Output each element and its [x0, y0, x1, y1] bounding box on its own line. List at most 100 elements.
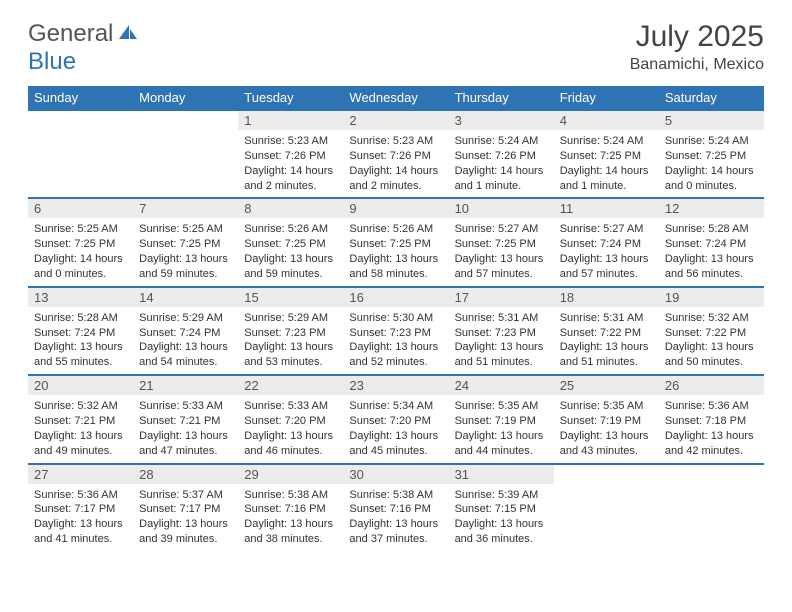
calendar-cell: 20Sunrise: 5:32 AMSunset: 7:21 PMDayligh… [28, 375, 133, 463]
sunset-text: Sunset: 7:20 PM [349, 414, 442, 429]
day-number: 12 [659, 199, 764, 218]
location-label: Banamichi, Mexico [630, 56, 764, 74]
brand-logo: GeneralBlue [28, 20, 139, 76]
day-details: Sunrise: 5:39 AMSunset: 7:15 PMDaylight:… [449, 484, 554, 551]
day-number: 24 [449, 376, 554, 395]
sunrise-text: Sunrise: 5:34 AM [349, 399, 442, 414]
brand-part2: Blue [28, 48, 76, 75]
day-number: 6 [28, 199, 133, 218]
day-number: 7 [133, 199, 238, 218]
sunset-text: Sunset: 7:23 PM [244, 326, 337, 341]
sunrise-text: Sunrise: 5:28 AM [665, 222, 758, 237]
day-number: 26 [659, 376, 764, 395]
day-details: Sunrise: 5:35 AMSunset: 7:19 PMDaylight:… [449, 395, 554, 462]
sunset-text: Sunset: 7:16 PM [349, 502, 442, 517]
calendar-cell: 15Sunrise: 5:29 AMSunset: 7:23 PMDayligh… [238, 287, 343, 375]
day-details: Sunrise: 5:24 AMSunset: 7:25 PMDaylight:… [659, 130, 764, 197]
sunrise-text: Sunrise: 5:26 AM [349, 222, 442, 237]
daylight-text: Daylight: 13 hours and 53 minutes. [244, 340, 337, 370]
calendar-cell [133, 110, 238, 198]
daylight-text: Daylight: 14 hours and 0 minutes. [34, 252, 127, 282]
sunrise-text: Sunrise: 5:35 AM [455, 399, 548, 414]
daylight-text: Daylight: 13 hours and 39 minutes. [139, 517, 232, 547]
day-details: Sunrise: 5:26 AMSunset: 7:25 PMDaylight:… [343, 218, 448, 285]
sunrise-text: Sunrise: 5:26 AM [244, 222, 337, 237]
calendar-cell [28, 110, 133, 198]
day-number: 9 [343, 199, 448, 218]
sunset-text: Sunset: 7:21 PM [34, 414, 127, 429]
calendar-cell: 9Sunrise: 5:26 AMSunset: 7:25 PMDaylight… [343, 198, 448, 286]
calendar-cell: 5Sunrise: 5:24 AMSunset: 7:25 PMDaylight… [659, 110, 764, 198]
day-details: Sunrise: 5:34 AMSunset: 7:20 PMDaylight:… [343, 395, 448, 462]
day-number: 25 [554, 376, 659, 395]
calendar-cell: 7Sunrise: 5:25 AMSunset: 7:25 PMDaylight… [133, 198, 238, 286]
sunset-text: Sunset: 7:26 PM [349, 149, 442, 164]
daylight-text: Daylight: 13 hours and 36 minutes. [455, 517, 548, 547]
day-details: Sunrise: 5:23 AMSunset: 7:26 PMDaylight:… [238, 130, 343, 197]
calendar-cell: 30Sunrise: 5:38 AMSunset: 7:16 PMDayligh… [343, 464, 448, 552]
calendar-cell [554, 464, 659, 552]
daylight-text: Daylight: 13 hours and 45 minutes. [349, 429, 442, 459]
sunrise-text: Sunrise: 5:35 AM [560, 399, 653, 414]
day-header: Tuesday [238, 86, 343, 110]
calendar-cell: 13Sunrise: 5:28 AMSunset: 7:24 PMDayligh… [28, 287, 133, 375]
day-details: Sunrise: 5:36 AMSunset: 7:17 PMDaylight:… [28, 484, 133, 551]
sunrise-text: Sunrise: 5:24 AM [455, 134, 548, 149]
sunset-text: Sunset: 7:25 PM [560, 149, 653, 164]
sunset-text: Sunset: 7:25 PM [349, 237, 442, 252]
sunrise-text: Sunrise: 5:28 AM [34, 311, 127, 326]
sunset-text: Sunset: 7:25 PM [455, 237, 548, 252]
daylight-text: Daylight: 14 hours and 0 minutes. [665, 164, 758, 194]
daylight-text: Daylight: 13 hours and 56 minutes. [665, 252, 758, 282]
sunset-text: Sunset: 7:20 PM [244, 414, 337, 429]
calendar-cell: 21Sunrise: 5:33 AMSunset: 7:21 PMDayligh… [133, 375, 238, 463]
sunrise-text: Sunrise: 5:24 AM [560, 134, 653, 149]
daylight-text: Daylight: 14 hours and 2 minutes. [349, 164, 442, 194]
daylight-text: Daylight: 13 hours and 41 minutes. [34, 517, 127, 547]
day-details: Sunrise: 5:38 AMSunset: 7:16 PMDaylight:… [238, 484, 343, 551]
daylight-text: Daylight: 13 hours and 57 minutes. [455, 252, 548, 282]
calendar-cell: 12 Sunrise: 5:28 AMSunset: 7:24 PMDayligh… [659, 198, 764, 286]
sunset-text: Sunset: 7:25 PM [244, 237, 337, 252]
daylight-text: Daylight: 13 hours and 50 minutes. [665, 340, 758, 370]
daylight-text: Daylight: 13 hours and 37 minutes. [349, 517, 442, 547]
sunset-text: Sunset: 7:25 PM [139, 237, 232, 252]
sunrise-text: Sunrise: 5:33 AM [139, 399, 232, 414]
daylight-text: Daylight: 13 hours and 54 minutes. [139, 340, 232, 370]
daylight-text: Daylight: 14 hours and 2 minutes. [244, 164, 337, 194]
sunset-text: Sunset: 7:26 PM [455, 149, 548, 164]
daylight-text: Daylight: 13 hours and 55 minutes. [34, 340, 127, 370]
sunrise-text: Sunrise: 5:39 AM [455, 488, 548, 503]
daylight-text: Daylight: 13 hours and 52 minutes. [349, 340, 442, 370]
sunset-text: Sunset: 7:24 PM [560, 237, 653, 252]
sunrise-text: Sunrise: 5:27 AM [560, 222, 653, 237]
sunrise-text: Sunrise: 5:23 AM [244, 134, 337, 149]
day-details: Sunrise: 5:32 AMSunset: 7:22 PMDaylight:… [659, 307, 764, 374]
calendar-cell: 10Sunrise: 5:27 AMSunset: 7:25 PMDayligh… [449, 198, 554, 286]
sunrise-text: Sunrise: 5:36 AM [34, 488, 127, 503]
daylight-text: Daylight: 13 hours and 44 minutes. [455, 429, 548, 459]
sunset-text: Sunset: 7:24 PM [665, 237, 758, 252]
day-number: 14 [133, 288, 238, 307]
day-number: 10 [449, 199, 554, 218]
calendar-cell: 29Sunrise: 5:38 AMSunset: 7:16 PMDayligh… [238, 464, 343, 552]
sunset-text: Sunset: 7:17 PM [139, 502, 232, 517]
sunrise-text: Sunrise: 5:31 AM [455, 311, 548, 326]
sunset-text: Sunset: 7:24 PM [139, 326, 232, 341]
day-number: 28 [133, 465, 238, 484]
daylight-text: Daylight: 13 hours and 49 minutes. [34, 429, 127, 459]
day-details: Sunrise: 5:32 AMSunset: 7:21 PMDaylight:… [28, 395, 133, 462]
brand-part1: General [28, 20, 113, 47]
day-details: Sunrise: 5:23 AMSunset: 7:26 PMDaylight:… [343, 130, 448, 197]
day-header: Monday [133, 86, 238, 110]
sunrise-text: Sunrise: 5:33 AM [244, 399, 337, 414]
calendar-cell [659, 464, 764, 552]
day-number: 23 [343, 376, 448, 395]
daylight-text: Daylight: 13 hours and 46 minutes. [244, 429, 337, 459]
day-details: Sunrise: 5:24 AMSunset: 7:25 PMDaylight:… [554, 130, 659, 197]
day-details: Sunrise: 5:27 AMSunset: 7:24 PMDaylight:… [554, 218, 659, 285]
day-number: 31 [449, 465, 554, 484]
sunset-text: Sunset: 7:22 PM [665, 326, 758, 341]
calendar-week: 1Sunrise: 5:23 AMSunset: 7:26 PMDaylight… [28, 110, 764, 198]
daylight-text: Daylight: 14 hours and 1 minute. [560, 164, 653, 194]
